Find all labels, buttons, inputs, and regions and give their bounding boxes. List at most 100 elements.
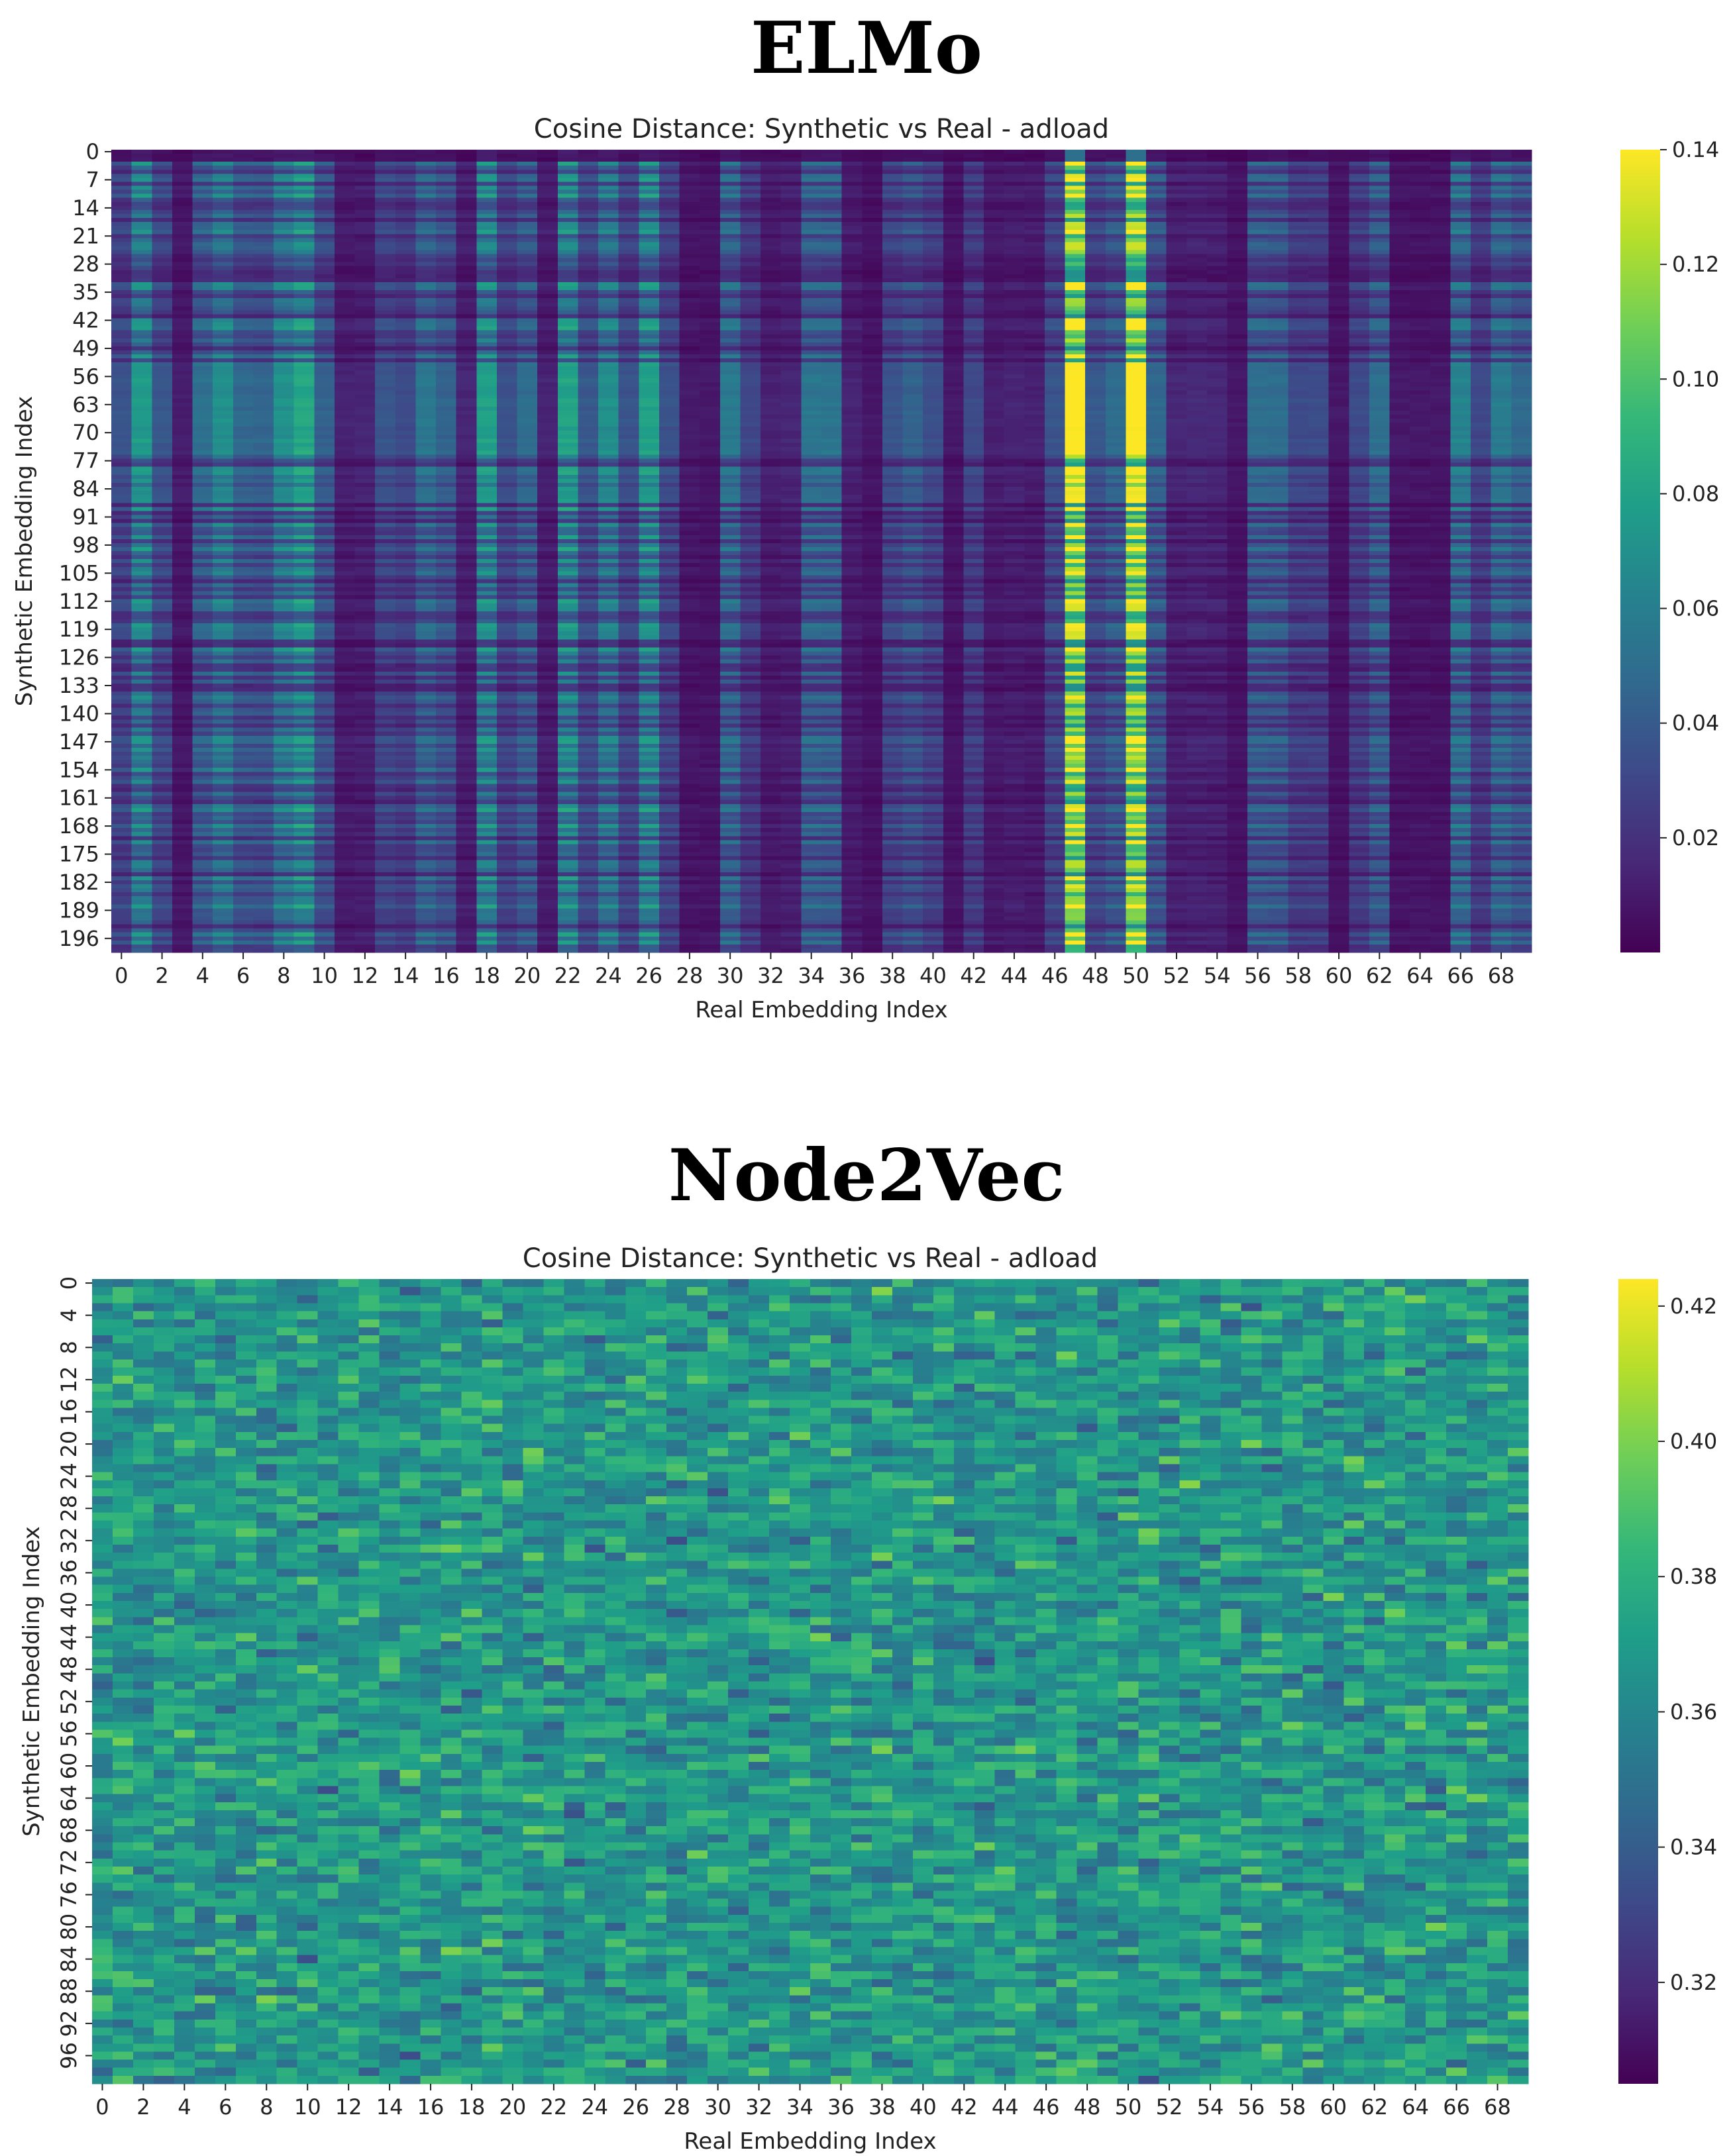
heatmap-cell: [1024, 298, 1045, 303]
heatmap-cell: [1349, 370, 1370, 375]
heatmap-cell: [131, 294, 152, 299]
heatmap-cell: [1288, 162, 1309, 166]
heatmap-cell: [1166, 390, 1187, 395]
heatmap-cell: [111, 406, 132, 411]
heatmap-cell: [395, 354, 417, 359]
heatmap-cell: [1410, 427, 1431, 431]
heatmap-cell: [578, 270, 599, 275]
heatmap-cell: [1105, 197, 1127, 203]
heatmap-cell: [436, 402, 457, 407]
heatmap-cell: [1044, 166, 1066, 170]
heatmap-cell: [1389, 274, 1410, 279]
heatmap-cell: [517, 435, 538, 439]
heatmap-cell: [963, 238, 984, 242]
heatmap-cell: [780, 423, 802, 427]
heatmap-cell: [780, 314, 802, 319]
heatmap-cell: [578, 193, 599, 199]
heatmap-cell: [780, 174, 802, 179]
heatmap-cell: [1065, 230, 1086, 234]
heatmap-cell: [111, 414, 132, 419]
heatmap-cell: [1186, 162, 1208, 166]
heatmap-cell: [1126, 185, 1147, 191]
heatmap-cell: [780, 250, 802, 255]
heatmap-cell: [780, 270, 802, 275]
heatmap-cell: [719, 213, 741, 219]
heatmap-cell: [1450, 213, 1471, 219]
heatmap-cell: [496, 435, 518, 439]
heatmap-cell: [1126, 158, 1147, 162]
heatmap-cell: [862, 402, 883, 407]
heatmap-cell: [1065, 166, 1086, 170]
heatmap-cell: [923, 270, 944, 275]
heatmap-cell: [984, 222, 1005, 227]
heatmap-cell: [1166, 378, 1187, 384]
heatmap-cell: [578, 262, 599, 267]
heatmap-cell: [761, 282, 782, 287]
heatmap-cell: [152, 234, 173, 238]
heatmap-cell: [152, 178, 173, 183]
heatmap-cell: [923, 189, 944, 195]
heatmap-cell: [1450, 354, 1471, 359]
heatmap-cell: [354, 298, 376, 303]
heatmap-cell: [537, 406, 558, 411]
heatmap-cell: [496, 234, 518, 238]
heatmap-cell: [1410, 310, 1431, 315]
heatmap-cell: [537, 354, 558, 359]
heatmap-cell: [821, 302, 843, 307]
heatmap-cell: [1085, 378, 1106, 384]
heatmap-cell: [415, 270, 437, 275]
heatmap-cell: [375, 410, 396, 415]
heatmap-cell: [213, 306, 234, 311]
heatmap-cell: [1471, 338, 1492, 343]
heatmap-cell: [679, 282, 700, 287]
heatmap-cell: [719, 338, 741, 343]
heatmap-cell: [436, 238, 457, 242]
heatmap-cell: [639, 222, 660, 227]
heatmap-cell: [1511, 162, 1532, 166]
heatmap-cell: [496, 338, 518, 343]
heatmap-cell: [1349, 230, 1370, 234]
heatmap-cell: [1065, 374, 1086, 380]
heatmap-cell: [679, 270, 700, 275]
heatmap-cell: [192, 178, 213, 183]
heatmap-cell: [1288, 406, 1309, 411]
heatmap-cell: [517, 358, 538, 363]
heatmap-cell: [841, 419, 863, 423]
heatmap-cell: [1247, 246, 1269, 251]
heatmap-cell: [719, 322, 741, 327]
heatmap-cell: [1105, 298, 1127, 303]
heatmap-cell: [1471, 310, 1492, 315]
heatmap-cell: [658, 238, 680, 242]
heatmap-cell: [882, 193, 904, 199]
heatmap-cell: [537, 382, 558, 387]
heatmap-cell: [375, 378, 396, 384]
heatmap-cell: [354, 402, 376, 407]
heatmap-cell: [192, 302, 213, 307]
heatmap-cell: [1186, 150, 1208, 154]
heatmap-cell: [1349, 346, 1370, 351]
heatmap-cell: [1085, 193, 1106, 199]
heatmap-cell: [1430, 201, 1451, 207]
heatmap-cell: [984, 419, 1005, 423]
heatmap-cell: [1349, 213, 1370, 219]
heatmap-cell: [1511, 386, 1532, 391]
heatmap-cell: [700, 266, 721, 271]
heatmap-cell: [375, 318, 396, 323]
heatmap-cell: [618, 358, 639, 363]
heatmap-cell: [780, 394, 802, 399]
heatmap-cell: [1024, 354, 1045, 359]
heatmap-cell: [131, 222, 152, 227]
heatmap-cell: [740, 423, 761, 427]
heatmap-cell: [618, 282, 639, 287]
heatmap-cell: [984, 306, 1005, 311]
heatmap-cell: [1065, 158, 1086, 162]
heatmap-cell: [1389, 298, 1410, 303]
heatmap-cell: [1166, 366, 1187, 371]
heatmap-cell: [213, 298, 234, 303]
heatmap-cell: [618, 234, 639, 238]
heatmap-cell: [537, 250, 558, 255]
heatmap-cell: [314, 382, 335, 387]
heatmap-cell: [1430, 258, 1451, 263]
heatmap-cell: [354, 185, 376, 191]
heatmap-cell: [1389, 205, 1410, 211]
